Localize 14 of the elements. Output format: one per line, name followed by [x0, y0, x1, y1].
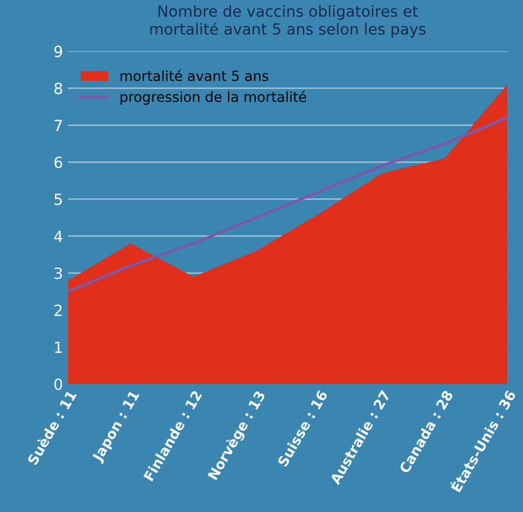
y-tick-label: 6 — [54, 156, 62, 168]
y-tick-label: 1 — [55, 342, 62, 353]
y-tick-label: 3 — [54, 268, 62, 280]
y-tick-label: 9 — [54, 46, 62, 58]
y-tick-label: 7 — [54, 120, 62, 131]
y-tick-label: 8 — [54, 82, 62, 94]
y-tick-label: 5 — [54, 194, 62, 206]
y-tick-label: 4 — [54, 230, 62, 242]
y-tick-label: 2 — [54, 304, 62, 316]
line-series — [68, 116, 508, 293]
y-tick-label: 0 — [54, 378, 62, 390]
legend-label: mortalité avant 5 ans — [120, 70, 268, 82]
legend-label: progression de la mortalité — [120, 90, 306, 105]
chart-title: Nombre de vaccins obligatoires et mortalité avant 5 ans selon les pays — [150, 5, 426, 38]
